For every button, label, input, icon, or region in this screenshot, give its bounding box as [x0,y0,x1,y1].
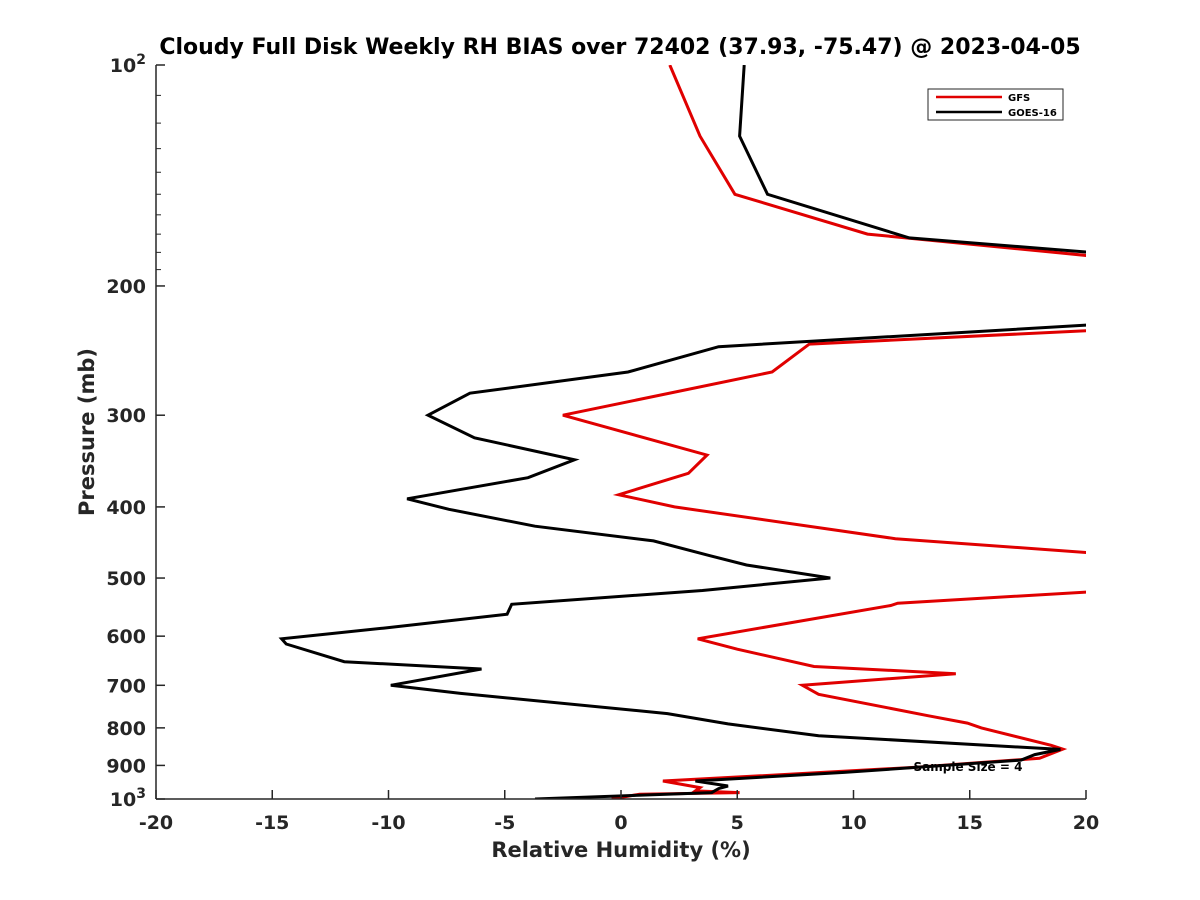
x-tick-label: -10 [371,812,405,834]
y-tick-label: 800 [106,718,146,740]
x-tick-label: 5 [731,812,744,834]
y-tick-label: 600 [106,626,146,648]
legend: GFS GOES-16 [927,88,1064,121]
series-line-goes-16 [278,65,1086,799]
x-ticks: -20 -15 -10 -5 0 5 10 15 20 [139,790,1099,834]
x-tick-label: -20 [139,812,173,834]
y-tick-label: 300 [106,405,146,427]
legend-label-gfs: GFS [1008,93,1030,104]
chart-title: Cloudy Full Disk Weekly RH BIAS over 724… [159,35,1080,60]
y-tick-label: 400 [106,497,146,519]
y-tick-label: 500 [106,568,146,590]
x-tick-label: -15 [255,812,289,834]
x-tick-label: 10 [840,812,866,834]
y-tick-label: 700 [106,675,146,697]
x-axis-label: Relative Humidity (%) [491,838,750,862]
y-tick-label: 103 [110,786,146,811]
x-tick-label: -5 [494,812,515,834]
sample-size-annotation: Sample Size = 4 [914,760,1023,774]
x-tick-label: 15 [957,812,983,834]
y-tick-label: 900 [106,755,146,777]
legend-label-goes-16: GOES-16 [1008,108,1057,119]
y-axis-label: Pressure (mb) [75,348,99,516]
series-layer [278,65,1086,799]
x-tick-label: 20 [1073,812,1099,834]
y-tick-label: 200 [106,276,146,298]
legend-box [927,88,1064,121]
y-ticks: 102 200 300 400 500 600 700 800 900 103 [106,52,165,811]
x-tick-label: 0 [614,812,627,834]
y-tick-label: 102 [110,52,146,77]
